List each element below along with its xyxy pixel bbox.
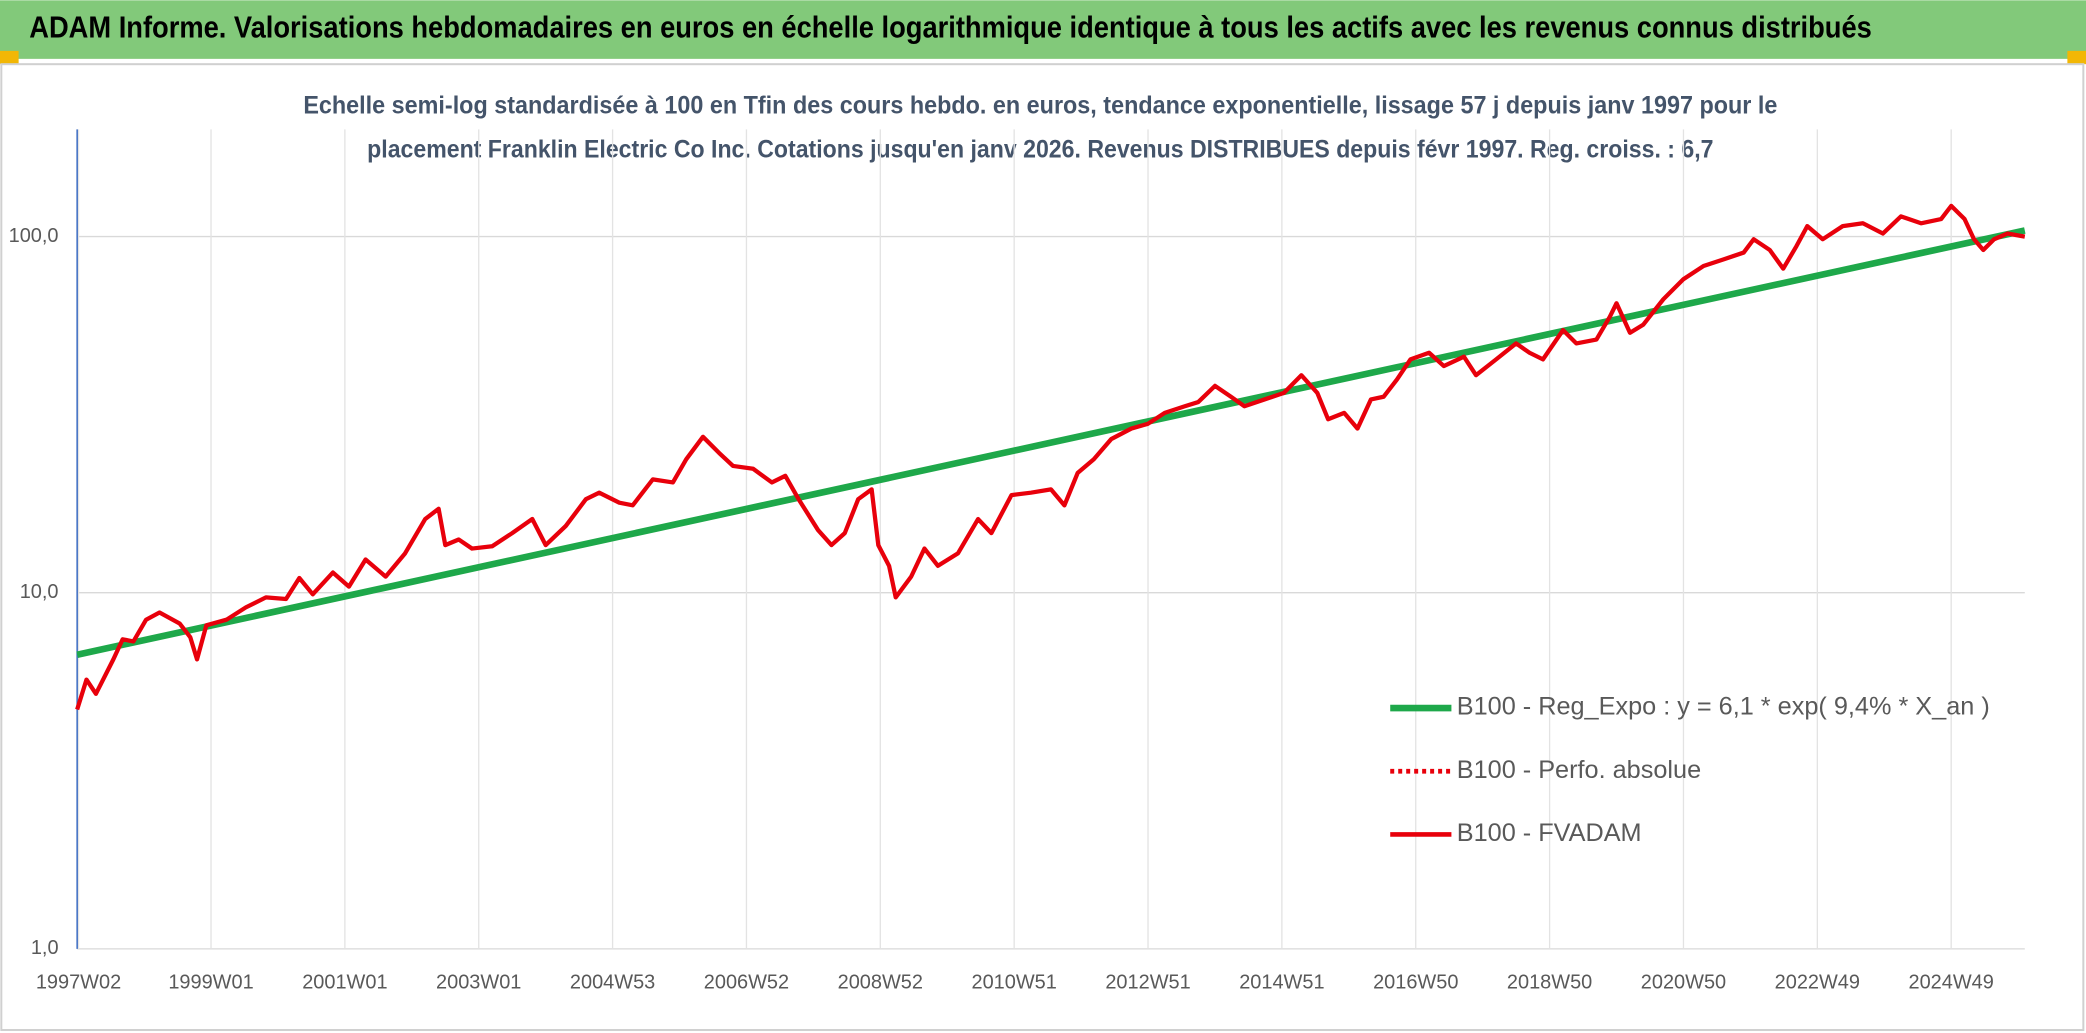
legend-label: B100 - Perfo. absolue	[1457, 756, 1701, 784]
x-tick-label: 2008W52	[838, 972, 923, 994]
y-tick-label: 100,0	[9, 225, 59, 247]
x-tick-label: 2024W49	[1909, 972, 1994, 994]
x-tick-label: 2001W01	[302, 972, 387, 994]
chart-subtitle: placement Franklin Electric Co Inc. Cota…	[367, 135, 1713, 163]
title-bar	[0, 0, 2086, 59]
x-tick-label: 2018W50	[1507, 972, 1592, 994]
y-tick-label: 10,0	[20, 581, 59, 603]
x-tick-label: 2014W51	[1239, 972, 1324, 994]
x-tick-label: 2003W01	[436, 972, 521, 994]
chart-subtitle: Echelle semi-log standardisée à 100 en T…	[303, 91, 1777, 119]
chart-title: ADAM Informe. Valorisations hebdomadaire…	[29, 11, 1872, 45]
x-tick-label: 2016W50	[1373, 972, 1458, 994]
data-line	[75, 203, 2026, 711]
x-tick-label: 2010W51	[971, 972, 1056, 994]
y-tick-label: 1,0	[31, 937, 59, 959]
corner-mark	[2067, 50, 2086, 65]
legend-label: B100 - FVADAM	[1457, 819, 1642, 847]
legend-label: B100 - Reg_Expo : y = 6,1 * exp( 9,4% * …	[1457, 693, 1990, 721]
x-tick-label: 2004W53	[570, 972, 655, 994]
data-line	[76, 227, 2026, 658]
x-tick-label: 1999W01	[168, 972, 253, 994]
chart-border	[0, 63, 2085, 1032]
x-tick-label: 2020W50	[1641, 972, 1726, 994]
x-tick-label: 2012W51	[1105, 972, 1190, 994]
x-tick-label: 2006W52	[704, 972, 789, 994]
x-tick-label: 2022W49	[1775, 972, 1860, 994]
x-tick-label: 1997W02	[36, 972, 121, 994]
corner-mark	[0, 50, 19, 65]
